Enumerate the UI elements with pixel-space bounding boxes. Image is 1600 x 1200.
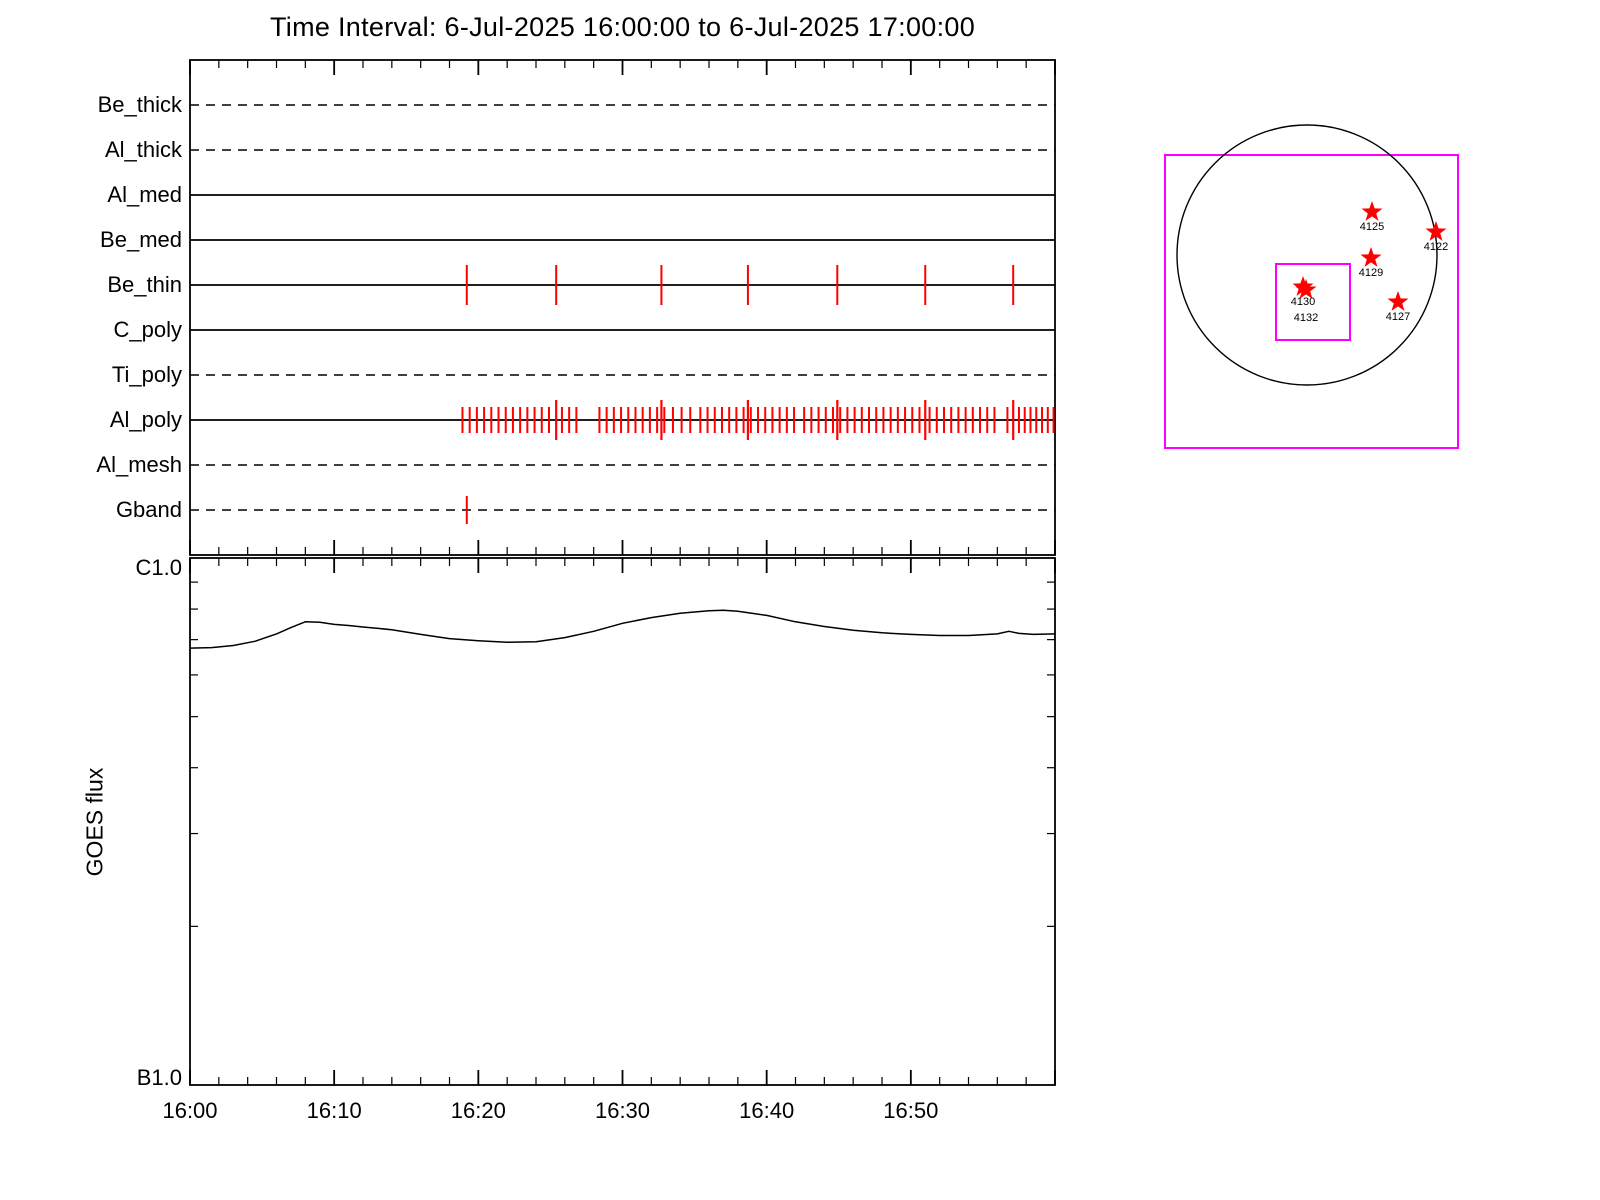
filter-label-be-thick: Be_thick [97,92,182,117]
active-region-label-4122: 4122 [1423,241,1449,253]
filter-label-al-med: Al_med [107,182,182,207]
active-region-star-4122 [1425,221,1447,241]
filter-label-al-poly: Al_poly [109,407,182,432]
goes-axis-title: GOES flux [81,767,108,877]
page-title: Time Interval: 6-Jul-2025 16:00:00 to 6-… [269,12,976,42]
active-region-label-4127: 4127 [1385,311,1411,323]
filter-label-gband: Gband [115,497,182,522]
x-tick-label-1620: 16:20 [450,1098,506,1123]
goes-flux-curve [189,609,1056,649]
sun-disk [1176,124,1438,386]
goes-y-min-label: B1.0 [136,1065,182,1090]
filter-label-be-thin: Be_thin [107,272,182,297]
fov-box [1164,154,1459,449]
active-region-label-4132: 4132 [1293,312,1319,324]
active-region-star-4129 [1360,247,1382,267]
active-region-star-4127 [1387,291,1409,311]
x-tick-label-1600: 16:00 [162,1098,218,1123]
active-region-label-4130: 4130 [1290,296,1316,308]
active-region-star-4125 [1361,201,1383,221]
active-region-star-4132 [1295,279,1317,299]
active-region-label-4129: 4129 [1358,267,1384,279]
x-tick-label-1650: 16:50 [883,1098,939,1123]
filter-label-be-med: Be_med [100,227,182,252]
filter-label-al-mesh: Al_mesh [96,452,182,477]
timeline-panel-border [189,59,1056,556]
target-box [1275,263,1351,341]
active-region-label-4125: 4125 [1359,221,1385,233]
x-tick-label-1640: 16:40 [739,1098,795,1123]
x-tick-label-1610: 16:10 [306,1098,362,1123]
filter-label-ti-poly: Ti_poly [111,362,182,387]
filter-label-c-poly: C_poly [113,317,182,342]
active-region-star-4130 [1292,276,1314,296]
filter-label-al-thick: Al_thick [104,137,182,162]
goes-y-max-label: C1.0 [135,555,182,580]
x-tick-label-1630: 16:30 [594,1098,651,1123]
goes-panel-border [189,557,1056,1086]
